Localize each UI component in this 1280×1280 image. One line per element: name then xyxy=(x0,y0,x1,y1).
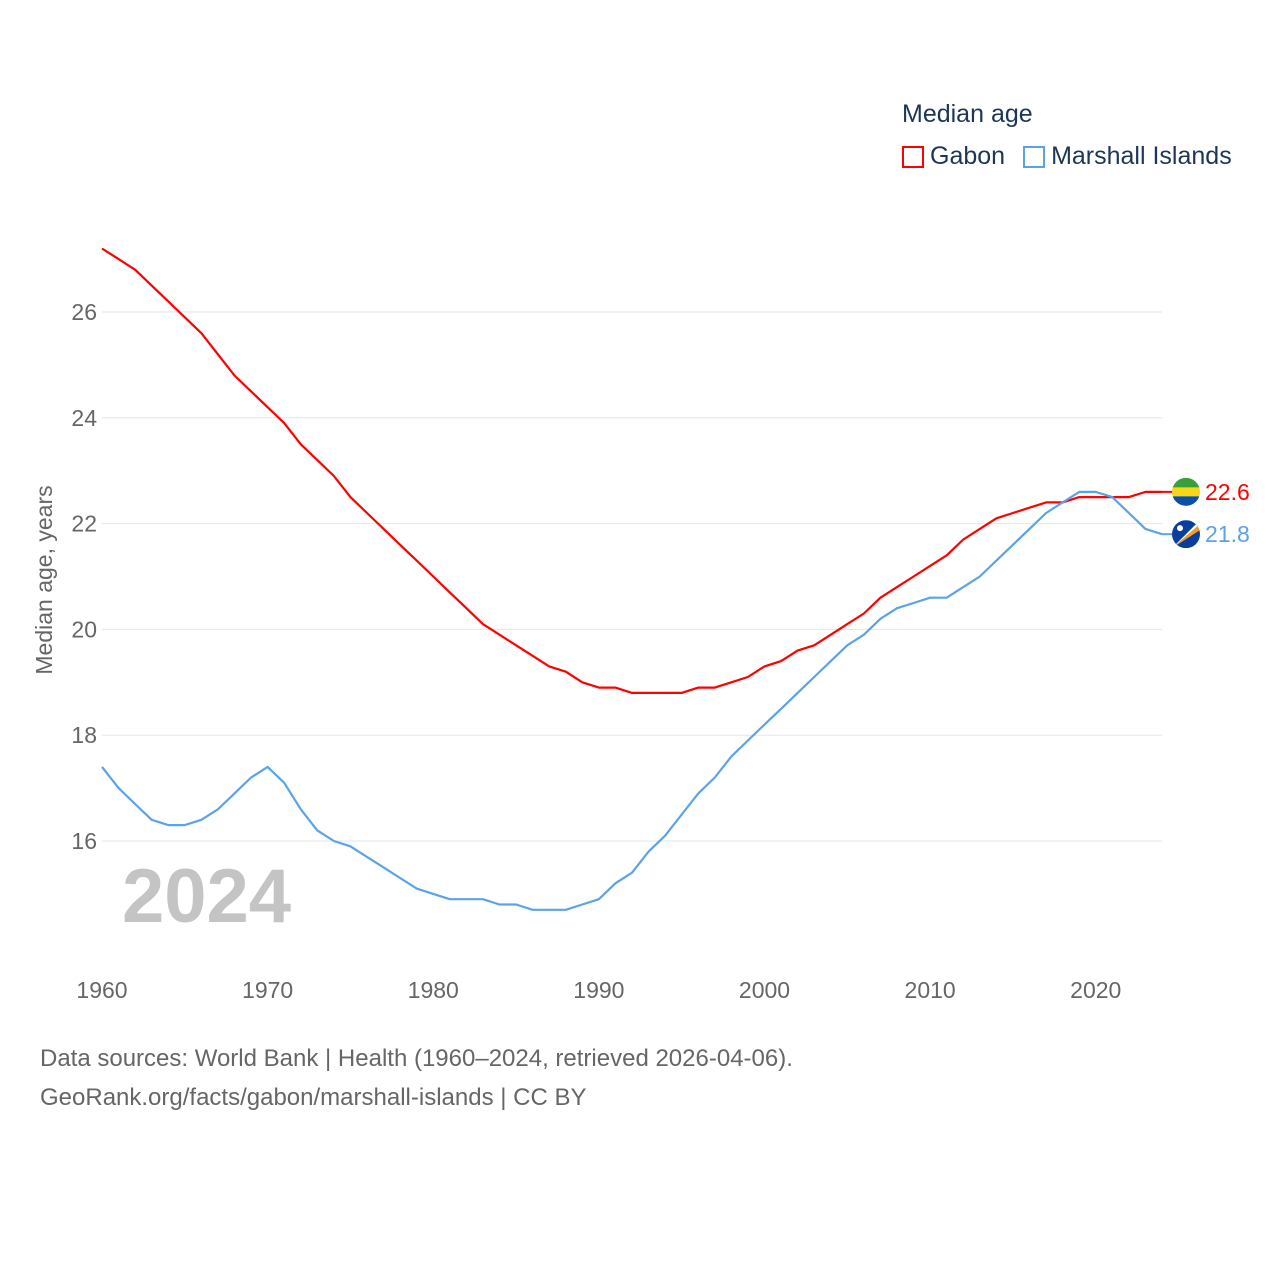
legend-item-gabon[interactable]: Gabon xyxy=(902,142,1005,171)
y-tick-label: 20 xyxy=(71,616,97,642)
gabon-flag-green xyxy=(1172,477,1200,488)
end-value-label: 22.6 xyxy=(1205,479,1250,505)
y-axis-label: Median age, years xyxy=(31,485,57,674)
legend-swatch-marshall-islands xyxy=(1023,145,1046,168)
legend-swatch-gabon xyxy=(902,145,924,168)
source-link[interactable]: GeoRank.org/facts/gabon/marshall-islands… xyxy=(40,1084,587,1111)
x-tick-label: 2010 xyxy=(905,977,956,1003)
series-line-marshall-islands xyxy=(101,490,1163,911)
end-value-label: 21.8 xyxy=(1205,521,1250,547)
y-tick-label: 18 xyxy=(71,722,97,748)
series-line-gabon xyxy=(101,247,1162,694)
legend: Gabon Marshall Islands xyxy=(902,142,1232,171)
marshall-flag-white-ray xyxy=(1172,520,1200,549)
x-tick-label: 1990 xyxy=(573,977,624,1003)
y-tick-label: 16 xyxy=(71,828,97,854)
legend-title: Median age xyxy=(902,100,1033,128)
legend-item-marshall-islands[interactable]: Marshall Islands xyxy=(1023,142,1232,171)
x-tick-label: 1980 xyxy=(408,977,459,1003)
gabon-flag-yellow xyxy=(1172,487,1200,497)
legend-label-marshall-islands: Marshall Islands xyxy=(1051,142,1232,170)
marshall-flag-star-icon xyxy=(1177,525,1183,532)
y-tick-label: 22 xyxy=(71,511,97,537)
y-tick-label: 24 xyxy=(71,405,97,431)
y-tick-label: 26 xyxy=(71,299,97,325)
gabon-flag-blue xyxy=(1172,496,1200,506)
legend-label-gabon: Gabon xyxy=(930,142,1006,170)
year-watermark: 2024 xyxy=(122,854,291,939)
source-text: Data sources: World Bank | Health (1960–… xyxy=(40,1045,793,1072)
x-tick-label: 1970 xyxy=(242,977,293,1003)
x-tick-label: 1960 xyxy=(76,977,127,1003)
x-tick-label: 2000 xyxy=(739,977,790,1003)
x-tick-label: 2020 xyxy=(1070,977,1121,1003)
